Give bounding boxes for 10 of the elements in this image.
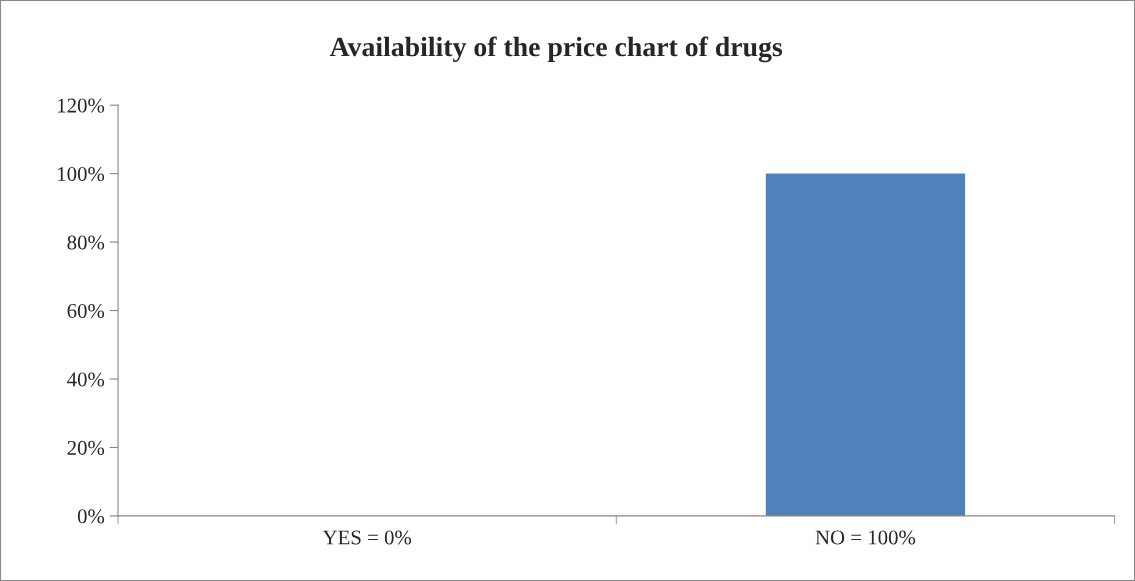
x-tick-label: YES = 0% — [322, 530, 412, 545]
y-tick-label: 120% — [58, 98, 105, 113]
chart-title: Availability of the price chart of drugs — [329, 36, 783, 63]
y-tick-label: 100% — [58, 167, 105, 182]
y-tick-label: 40% — [67, 372, 105, 387]
y-tick-label: 80% — [67, 235, 105, 250]
y-tick-label: 0% — [77, 509, 105, 524]
y-tick-label: 60% — [67, 303, 105, 319]
x-tick-label: NO = 100% — [815, 530, 916, 545]
y-tick-label: 20% — [67, 440, 105, 455]
